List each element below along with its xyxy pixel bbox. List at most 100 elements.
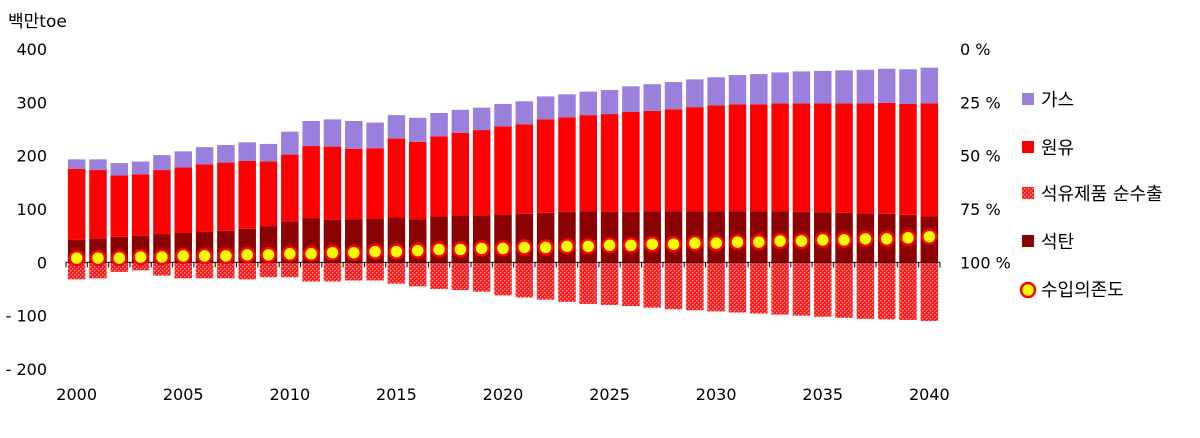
petroleum-net-export-bar [856,262,875,319]
petroleum-net-export-bar [430,262,448,289]
petroleum-net-export-bar [89,262,107,279]
petroleum-net-export-bar [323,262,342,282]
petroleum-net-export-bar [664,262,683,310]
gas-bar [302,121,320,147]
gas-bar [856,69,875,104]
gas-bar [877,68,896,103]
petroleum-net-export-bar [131,262,150,271]
crude-oil-bar [707,105,725,212]
x-tick-label: 2000 [56,385,97,404]
import-dependency-point [686,234,704,252]
left-tick-label: 0 [37,253,47,272]
right-tick-label: 25 % [960,93,1001,112]
petroleum-net-export-bar [643,262,661,308]
import-dependency-point [537,239,554,256]
crude-oil-bar [686,107,704,212]
gas-bar [686,79,704,108]
right-tick-label: 0 % [960,40,990,59]
petroleum-net-export-bar [67,262,86,280]
import-dependency-point [580,238,597,255]
crude-oil-bar [110,175,129,237]
import-dependency-point [196,247,213,265]
import-dependency-point [217,247,235,265]
crude-oil-bar [174,167,192,233]
petroleum-net-export-bar [877,262,896,320]
import-dependency-point [707,234,725,252]
crude-oil-bar [366,148,384,219]
petroleum-net-export-bar [814,262,832,317]
crude-oil-bar [387,138,406,218]
petroleum-net-export-bar [217,262,235,279]
petroleum-net-export-bar [835,262,853,318]
gas-bar [153,155,171,171]
legend-label: 수입의존도 [1041,280,1124,301]
crude-oil-bar [494,126,512,215]
petroleum-net-export-bar [600,262,619,305]
legend-label: 가스 [1041,90,1074,111]
x-tick-label: 2035 [802,385,843,404]
import-dependency-point [558,238,576,255]
x-tick-label: 2025 [589,385,630,404]
import-dependency-point [366,243,384,260]
left-tick-label: - 100 [6,307,47,326]
petroleum-net-export-bar [110,262,129,272]
import-dependency-point [494,240,512,257]
gas-bar [472,107,491,131]
import-dependency-point [899,229,917,247]
petroleum-net-export-bar [195,262,214,279]
crude-oil-bar [771,103,789,212]
crude-oil-bar [323,146,342,220]
petroleum-net-export-bar [302,262,320,282]
petroleum-net-export-bar [472,262,491,292]
crude-oil-bar [920,103,939,217]
import-dependency-point [793,232,810,250]
gas-bar [600,90,619,115]
import-dependency-point [302,245,320,263]
gas-bar [792,71,811,104]
gas-bar [430,113,448,137]
crude-oil-bar [579,115,598,212]
crude-oil-bar [515,124,534,214]
import-dependency-point [516,239,533,256]
gas-bar [281,131,299,155]
crude-oil-bar [302,146,320,219]
coal-bar [600,211,619,263]
import-dependency-point [174,247,192,265]
gas-bar [494,103,512,127]
import-dependency-point [430,241,448,258]
crude-oil-bar [814,103,832,213]
import-dependency-point [814,231,832,249]
petroleum-net-export-bar [515,262,534,298]
import-dependency-point [238,246,256,264]
import-dependency-point [729,233,746,251]
x-tick-label: 2010 [269,385,310,404]
left-tick-label: 100 [16,200,47,219]
legend-swatch [1022,187,1034,199]
crude-oil-bar [345,148,363,220]
x-tick-label: 2020 [483,385,524,404]
petroleum-net-export-bar [728,262,747,313]
petroleum-net-export-bar [174,262,192,279]
import-dependency-point [132,248,149,266]
petroleum-net-export-bar [153,262,171,276]
import-dependency-point [388,243,405,260]
gas-bar [323,119,342,147]
gas-bar [131,161,150,175]
x-tick-label: 2030 [696,385,737,404]
import-dependency-point [324,244,341,261]
crude-oil-bar [792,103,811,212]
right-axis-ticks: 100 % 75 % 50 % 25 % 0 % [960,40,1011,272]
legend-label: 석탄 [1041,232,1074,253]
crude-oil-bar [238,161,256,229]
legend-swatch [1022,141,1034,153]
crude-oil-bar [600,114,619,212]
gas-bar [643,84,661,111]
gas-bar [750,74,768,105]
crude-oil-bar [835,103,853,213]
import-dependency-point [260,246,277,264]
petroleum-net-export-bar [259,262,278,278]
crude-oil-bar [750,104,768,212]
gas-bar [366,122,384,149]
crude-oil-bar [664,109,683,212]
